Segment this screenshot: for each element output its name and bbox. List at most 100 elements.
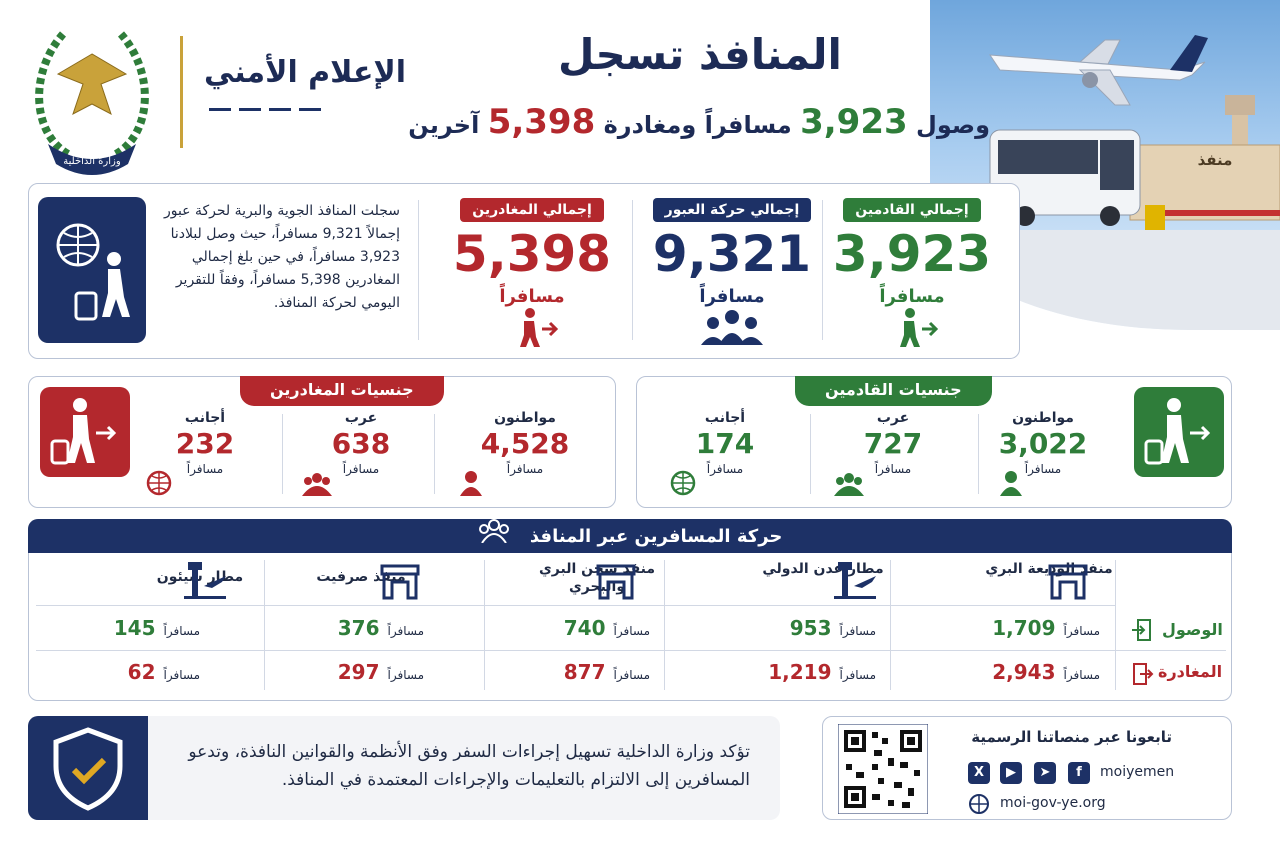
arrivals-foreigners: أجانب 174 مسافراً <box>695 410 755 476</box>
gate-icon <box>1048 564 1088 600</box>
x-icon[interactable]: X <box>968 762 990 784</box>
port-header: منفذ الوديعة البري <box>888 560 1114 600</box>
notice-card <box>28 716 780 820</box>
divider <box>36 650 1226 651</box>
airport-scene-image: منفذ <box>930 35 1280 330</box>
divider <box>810 414 811 494</box>
cell-departure: مسافراً2,943 <box>992 660 1100 684</box>
port-header: منفذ صرفيت <box>210 564 436 600</box>
people-icon <box>478 519 510 555</box>
svg-text:وزارة الداخلية: وزارة الداخلية <box>63 156 121 167</box>
arrivals-traveler-icon <box>1134 387 1224 477</box>
group-icon <box>302 472 332 500</box>
group-icon <box>701 310 763 345</box>
cell-departure: مسافراً1,219 <box>768 660 876 684</box>
traveler-globe-icon <box>38 197 146 343</box>
stat-transit: إجمالي حركة العبور 9,321 مسافراً <box>652 198 812 351</box>
divider <box>978 414 979 494</box>
stat-label: إجمالي القادمين <box>843 198 981 222</box>
stat-value: 5,398 <box>452 225 612 283</box>
arrival-icon <box>900 308 939 347</box>
divider <box>282 414 283 494</box>
eagle-icon <box>56 53 128 116</box>
website-link[interactable]: moi-gov-ye.org <box>1000 795 1106 811</box>
divider <box>664 560 665 690</box>
movement-title: حركة المسافرين عبر المنافذ <box>529 526 783 547</box>
stat-value: 3,923 <box>832 225 992 283</box>
cell-arrival: مسافراً1,709 <box>992 616 1100 640</box>
youtube-icon[interactable]: ▶ <box>1000 762 1022 784</box>
bus-icon <box>989 129 1141 226</box>
arrivals-citizens: مواطنون 3,022 مسافراً <box>998 410 1088 476</box>
row-label-departure: المغادرة <box>1158 662 1223 681</box>
summary-text: سجلت المنافذ الجوية والبرية لحركة عبور إ… <box>163 203 400 311</box>
globe-icon <box>146 470 172 500</box>
stat-value: 9,321 <box>652 225 812 283</box>
divider <box>890 560 891 690</box>
departure-door-icon <box>1130 662 1154 690</box>
cell-departure: مسافراً297 <box>337 660 424 684</box>
cell-departure: مسافراً62 <box>127 660 200 684</box>
gate-icon <box>596 564 636 600</box>
divider <box>264 560 265 690</box>
person-icon <box>1000 470 1022 500</box>
gate-sign: منفذ <box>1198 151 1233 169</box>
group-icon <box>834 472 864 500</box>
divider <box>632 200 633 340</box>
airport-icon <box>834 562 876 599</box>
departures-foreigners: أجانب 232 مسافراً <box>175 410 235 476</box>
notice-text: تؤكد وزارة الداخلية تسهيل إجراءات السفر … <box>188 742 750 790</box>
shield-check-icon <box>28 716 148 820</box>
telegram-icon[interactable]: ➤ <box>1034 762 1056 784</box>
gate-icon <box>380 564 420 600</box>
movement-table-header: حركة المسافرين عبر المنافذ <box>28 519 1232 553</box>
cell-arrival: مسافراً953 <box>789 616 876 640</box>
stat-arrivals: إجمالي القادمين 3,923 مسافراً <box>832 198 992 351</box>
departure-icon <box>520 308 559 347</box>
arrivals-arabs: عرب 727 مسافراً <box>863 410 923 476</box>
arrivals-nationality-title: جنسيات القادمين <box>795 376 992 406</box>
divider <box>434 414 435 494</box>
port-header: مطار عدن الدولي <box>662 560 888 599</box>
row-label-arrival: الوصول <box>1162 620 1223 639</box>
port-header: منفذ شحن البري والبحري <box>436 560 662 600</box>
stat-departures: إجمالي المغادرين 5,398 مسافراً <box>452 198 612 351</box>
arrival-door-icon <box>1130 618 1154 646</box>
cell-arrival: مسافراً376 <box>337 616 424 640</box>
departures-nationality-title: جنسيات المغادرين <box>240 376 444 406</box>
laurel-wreath-icon <box>35 31 149 158</box>
cell-departure: مسافراً877 <box>563 660 650 684</box>
departures-citizens: مواطنون 4,528 مسافراً <box>480 410 570 476</box>
ministry-emblem: وزارة الداخلية <box>28 14 156 182</box>
cell-arrival: مسافراً740 <box>563 616 650 640</box>
page-subtitle: وصول 3,923 مسافراً ومغادرة 5,398 آخرين <box>408 102 990 142</box>
brand-name: الإعلام الأمني <box>203 55 407 90</box>
cell-arrival: مسافراً145 <box>113 616 200 640</box>
divider <box>36 605 1116 606</box>
facebook-icon[interactable]: f <box>1068 762 1090 784</box>
divider <box>822 200 823 340</box>
subtitle-departures: 5,398 <box>487 102 596 142</box>
stat-unit: مسافراً <box>499 286 565 307</box>
qr-code[interactable] <box>837 723 929 815</box>
stat-unit: مسافراً <box>879 286 945 307</box>
stat-unit: مسافراً <box>699 286 765 307</box>
header-divider <box>180 36 183 148</box>
divider <box>1115 560 1116 690</box>
departures-arabs: عرب 638 مسافراً <box>331 410 391 476</box>
page-title: المنافذ تسجل <box>558 30 842 79</box>
globe-icon <box>670 470 696 500</box>
social-title: تابعونا عبر منصاتنا الرسمية <box>971 728 1172 746</box>
airplane-icon <box>989 35 1208 106</box>
person-icon <box>460 470 482 500</box>
departures-traveler-icon <box>40 387 130 477</box>
brand-dashes <box>205 108 325 114</box>
stat-label: إجمالي حركة العبور <box>652 198 812 222</box>
social-handle[interactable]: moiyemen <box>1100 764 1175 780</box>
subtitle-arrivals: 3,923 <box>800 102 908 142</box>
globe-icon <box>968 793 990 819</box>
port-header: مطار سيئون <box>34 562 260 599</box>
airport-icon <box>184 562 226 599</box>
stat-label: إجمالي المغادرين <box>460 198 604 222</box>
divider <box>418 200 419 340</box>
